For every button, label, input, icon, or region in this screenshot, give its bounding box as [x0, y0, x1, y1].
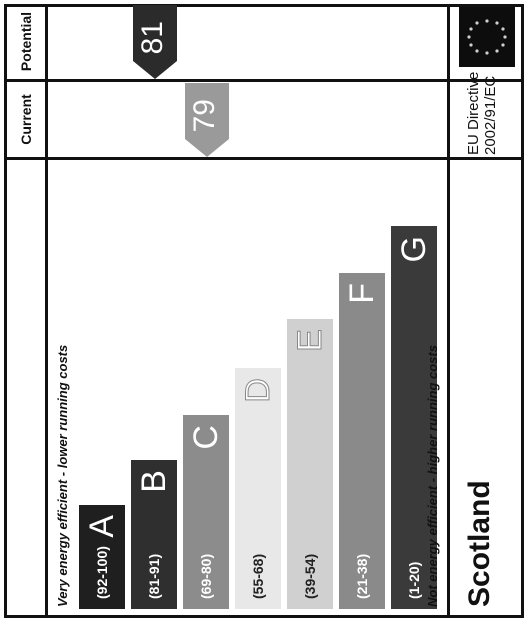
current-arrow-shape [185, 83, 229, 157]
band-d: (55-68) D [235, 368, 281, 609]
footer-divider [447, 7, 450, 615]
potential-rating-value: 81 [136, 21, 169, 55]
directive-line-2: 2002/91/EC [482, 75, 499, 155]
potential-arrow-shape [133, 5, 177, 79]
efficient-label: Very energy efficient - lower running co… [55, 344, 70, 607]
country-label: Scotland [463, 480, 496, 607]
chart-frame: Current Potential Very energy efficient … [4, 4, 524, 618]
divider-potential [7, 79, 521, 82]
band-b-range: (81-91) [146, 553, 162, 599]
band-a-range: (92-100) [94, 546, 110, 599]
eu-directive: EU Directive 2002/91/EC [465, 72, 499, 155]
band-b-letter: B [134, 470, 173, 493]
band-f-letter: F [342, 283, 381, 304]
current-rating-arrow: 79 [185, 83, 229, 157]
band-f: (21-38) F [339, 273, 385, 609]
divider-current [7, 157, 521, 160]
directive-line-1: EU Directive [465, 71, 482, 155]
band-e: (39-54) E [287, 319, 333, 609]
band-d-letter: D [238, 378, 277, 404]
band-c-letter: C [186, 425, 225, 450]
band-a-letter: A [82, 515, 121, 538]
eu-flag-stars [467, 19, 507, 55]
band-g-range: (1-20) [406, 561, 422, 599]
potential-header: Potential [18, 11, 34, 72]
eu-flag-icon [459, 7, 515, 67]
band-e-letter: E [290, 329, 329, 353]
band-e-range: (39-54) [302, 553, 318, 599]
header-divider [45, 7, 48, 615]
inefficient-label: Not energy efficient - higher running co… [425, 345, 440, 607]
band-b: (81-91) B [131, 460, 177, 609]
band-c: (69-80) C [183, 415, 229, 609]
current-rating-value: 79 [188, 99, 221, 133]
current-header: Current [18, 94, 34, 145]
band-d-range: (55-68) [250, 553, 266, 599]
band-f-range: (21-38) [354, 553, 370, 599]
band-c-range: (69-80) [198, 553, 214, 599]
potential-rating-arrow: 81 [133, 5, 177, 79]
band-a: (92-100) A [79, 505, 125, 609]
band-g-letter: G [394, 236, 433, 263]
